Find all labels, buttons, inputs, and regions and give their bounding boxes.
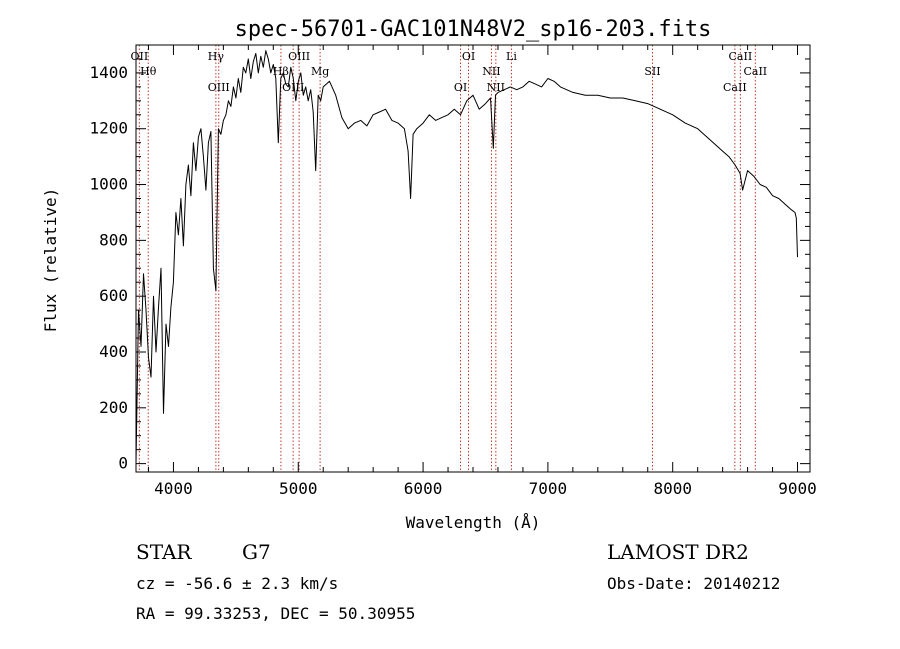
x-tick-label: 4000 (154, 479, 193, 498)
marker-label: Hθ (140, 65, 157, 78)
marker-label: OIII (288, 50, 310, 63)
marker-label: Mg (311, 65, 329, 78)
marker-label: OIII (282, 81, 304, 94)
marker-label: Hβ (273, 65, 289, 78)
marker-label: SII (644, 65, 660, 78)
x-axis-label: Wavelength (Å) (406, 513, 541, 532)
y-axis-ticks: 0 200 400 600 800 1000 1200 1400 (89, 58, 810, 473)
y-tick-label: 1200 (89, 119, 128, 138)
marker-label: OI (454, 81, 467, 94)
marker-label: CaII (729, 50, 753, 63)
spectrum-series (135, 50, 798, 464)
y-tick-label: 400 (99, 342, 128, 361)
marker-label: NII (487, 81, 505, 94)
spectral-line-markers (138, 45, 756, 472)
object-subclass: G7 (242, 540, 271, 564)
spectral-line-labels: OIIHθOIIIHγHβOIIIOIIIMgOIOINIINIILiSIICa… (131, 50, 768, 94)
y-axis-label: Flux (relative) (41, 188, 60, 333)
redshift-value: cz = -56.6 ± 2.3 km/s (136, 574, 339, 593)
marker-label: Li (506, 50, 517, 63)
y-tick-label: 0 (118, 454, 128, 473)
y-tick-label: 1000 (89, 175, 128, 194)
y-tick-label: 600 (99, 286, 128, 305)
marker-label: CaII (743, 65, 767, 78)
marker-label: Hγ (208, 50, 225, 63)
obs-date: Obs-Date: 20140212 (607, 574, 781, 593)
marker-label: OIII (208, 81, 230, 94)
survey-name: LAMOST DR2 (607, 540, 749, 564)
y-tick-label: 800 (99, 230, 128, 249)
x-axis-ticks: 4000 5000 6000 7000 8000 9000 (147, 45, 817, 498)
marker-label: NII (482, 65, 500, 78)
x-tick-label: 9000 (778, 479, 817, 498)
x-tick-label: 6000 (404, 479, 443, 498)
y-tick-label: 1400 (89, 63, 128, 82)
y-tick-label: 200 (99, 398, 128, 417)
spectrum-line (135, 50, 798, 464)
marker-label: OI (462, 50, 475, 63)
x-tick-label: 8000 (653, 479, 692, 498)
coordinates: RA = 99.33253, DEC = 50.30955 (136, 604, 416, 623)
x-tick-label: 5000 (279, 479, 318, 498)
object-class: STAR (136, 540, 192, 564)
plot-frame (135, 44, 811, 473)
marker-label: CaII (723, 81, 747, 94)
x-tick-label: 7000 (529, 479, 568, 498)
chart-title: spec-56701-GAC101N48V2_sp16-203.fits (235, 17, 712, 42)
marker-label: OII (131, 50, 149, 63)
